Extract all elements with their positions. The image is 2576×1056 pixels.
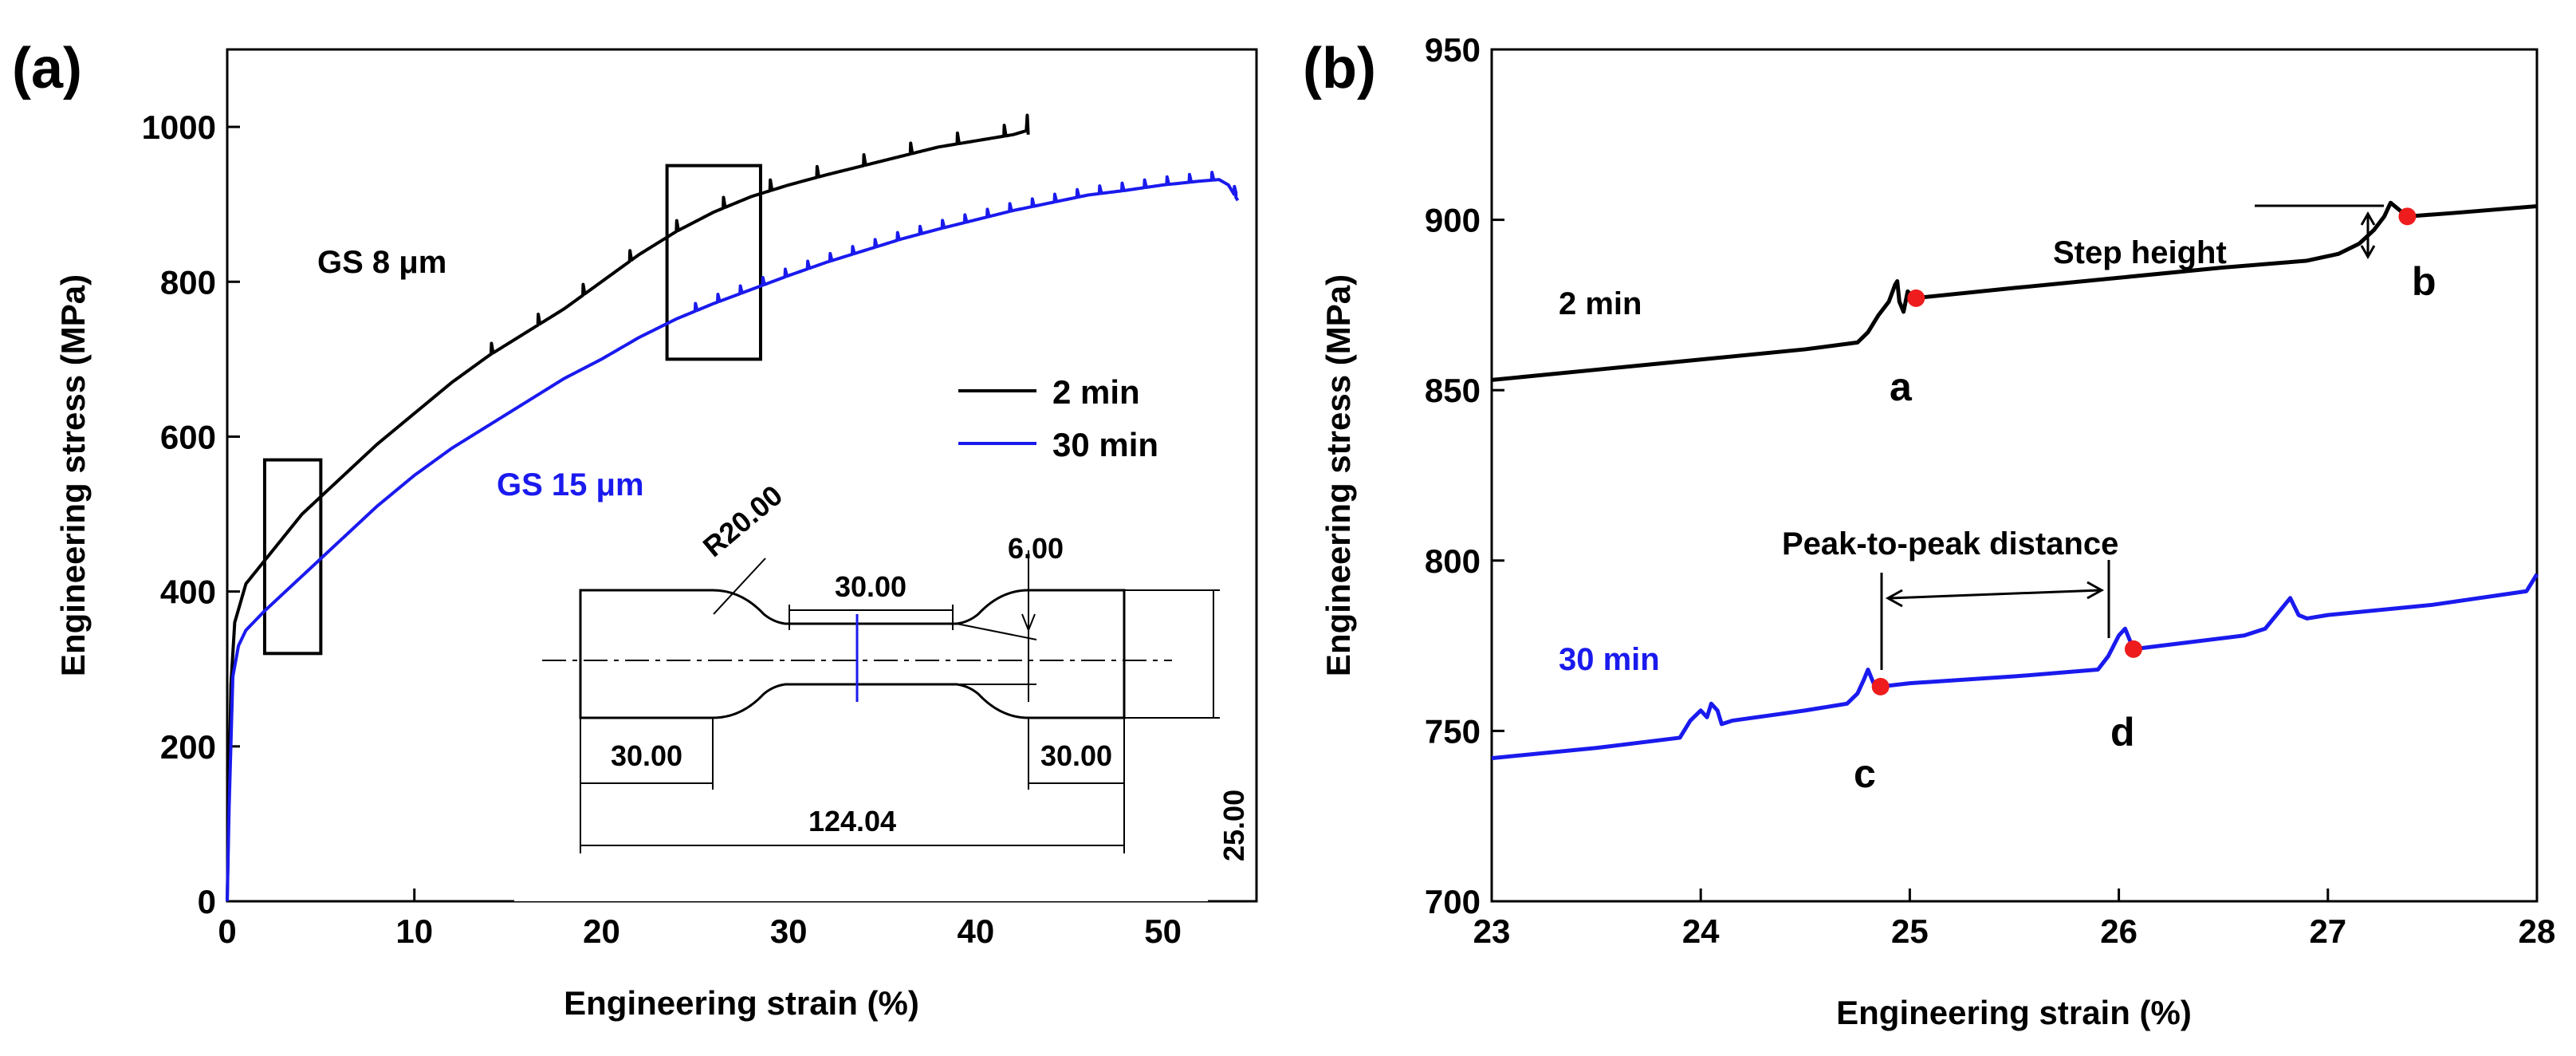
xtick-label: 40 <box>958 912 995 950</box>
highlight-box <box>665 164 762 361</box>
ytick-label: 600 <box>160 418 216 455</box>
annotation-peak-to-peak: Peak-to-peak distance <box>1782 526 2118 561</box>
dim-width: 6.00 <box>1008 532 1064 565</box>
xtick-label: 50 <box>1144 912 1182 950</box>
dim-right: 30.00 <box>1040 739 1112 772</box>
label-b: b <box>2412 259 2436 304</box>
xtick-label: 28 <box>2519 912 2556 950</box>
label-30min: 30 min <box>1559 642 1660 677</box>
inset-background <box>514 510 1208 901</box>
ytick-label: 750 <box>1425 712 1481 750</box>
panel-label-b: (b) <box>1303 37 1376 100</box>
ytick-label: 200 <box>160 728 216 766</box>
series-line-30-min <box>1491 573 2539 761</box>
marked-point-d <box>2124 640 2142 658</box>
xtick-label: 0 <box>218 912 236 950</box>
marked-point-a <box>1907 289 1925 307</box>
width-arrow <box>1021 613 1036 632</box>
series-line-30-min <box>226 171 1240 902</box>
chart-a: 0 10 20 30 40 50 0 200 400 600 800 1000 Engineering… <box>54 48 1258 1022</box>
legend-a: 2 min 30 min <box>958 373 1158 463</box>
dim-total: 124.04 <box>808 805 896 837</box>
legend-label-30min: 30 min <box>1052 426 1158 463</box>
specimen-drawing-inset <box>514 510 1220 901</box>
series-line-2-min <box>1491 200 2538 382</box>
xtick-label: 27 <box>2309 912 2346 950</box>
ytick-label: 800 <box>160 263 216 301</box>
marked-point-c <box>1871 677 1890 695</box>
xtick-label: 10 <box>395 912 433 950</box>
ytick-label: 850 <box>1425 372 1481 409</box>
ylabel-a: Engineering stress (MPa) <box>54 274 92 676</box>
series-line-2-min <box>226 113 1030 902</box>
ytick-label: 900 <box>1425 202 1481 239</box>
ylabel-b: Engineering stress (MPa) <box>1319 274 1357 676</box>
xlabel-a: Engineering strain (%) <box>564 984 919 1022</box>
dim-left: 30.00 <box>611 739 682 772</box>
marked-point-b <box>2398 207 2417 226</box>
plot-frame-b <box>1490 48 2539 903</box>
panel-label-a: (a) <box>12 37 82 100</box>
xtick-label: 26 <box>2100 912 2137 950</box>
label-a: a <box>1890 364 1913 409</box>
radius-leader <box>713 558 766 615</box>
label-2min: 2 min <box>1559 286 1642 321</box>
ytick-label: 950 <box>1425 31 1481 69</box>
chart-b: 23 24 25 26 27 28 700 750 800 850 900 950 Engineeri… <box>1319 31 2555 1031</box>
xtick-label: 23 <box>1473 912 1511 950</box>
step-arrowheads <box>2360 211 2376 260</box>
annotation-gs8: GS 8 μm <box>317 245 446 280</box>
xtick-label: 25 <box>1891 912 1929 950</box>
peak-arrowheads <box>1885 581 2105 608</box>
ytick-label: 800 <box>1425 542 1481 580</box>
xtick-label: 24 <box>1682 912 1720 950</box>
ytick-label: 700 <box>1425 883 1481 920</box>
xtick-label: 20 <box>583 912 620 950</box>
label-d: d <box>2110 710 2135 755</box>
dim-gauge: 30.00 <box>835 570 907 603</box>
annotation-step-height: Step height <box>2053 235 2227 270</box>
leader-1 <box>956 623 1037 640</box>
xtick-label: 30 <box>770 912 808 950</box>
ytick-label: 1000 <box>142 108 216 146</box>
ytick-label: 0 <box>198 883 216 920</box>
ytick-label: 400 <box>160 573 216 611</box>
legend-label-2min: 2 min <box>1052 373 1140 411</box>
label-c: c <box>1854 751 1876 796</box>
peak-to-peak-arrow <box>1889 589 2102 600</box>
annotation-arrows <box>1880 204 2384 670</box>
highlight-box <box>262 458 323 656</box>
xlabel-b: Engineering strain (%) <box>1836 994 2192 1031</box>
dim-height: 25.00 <box>1217 790 1250 861</box>
annotation-gs15: GS 15 μm <box>497 467 644 502</box>
